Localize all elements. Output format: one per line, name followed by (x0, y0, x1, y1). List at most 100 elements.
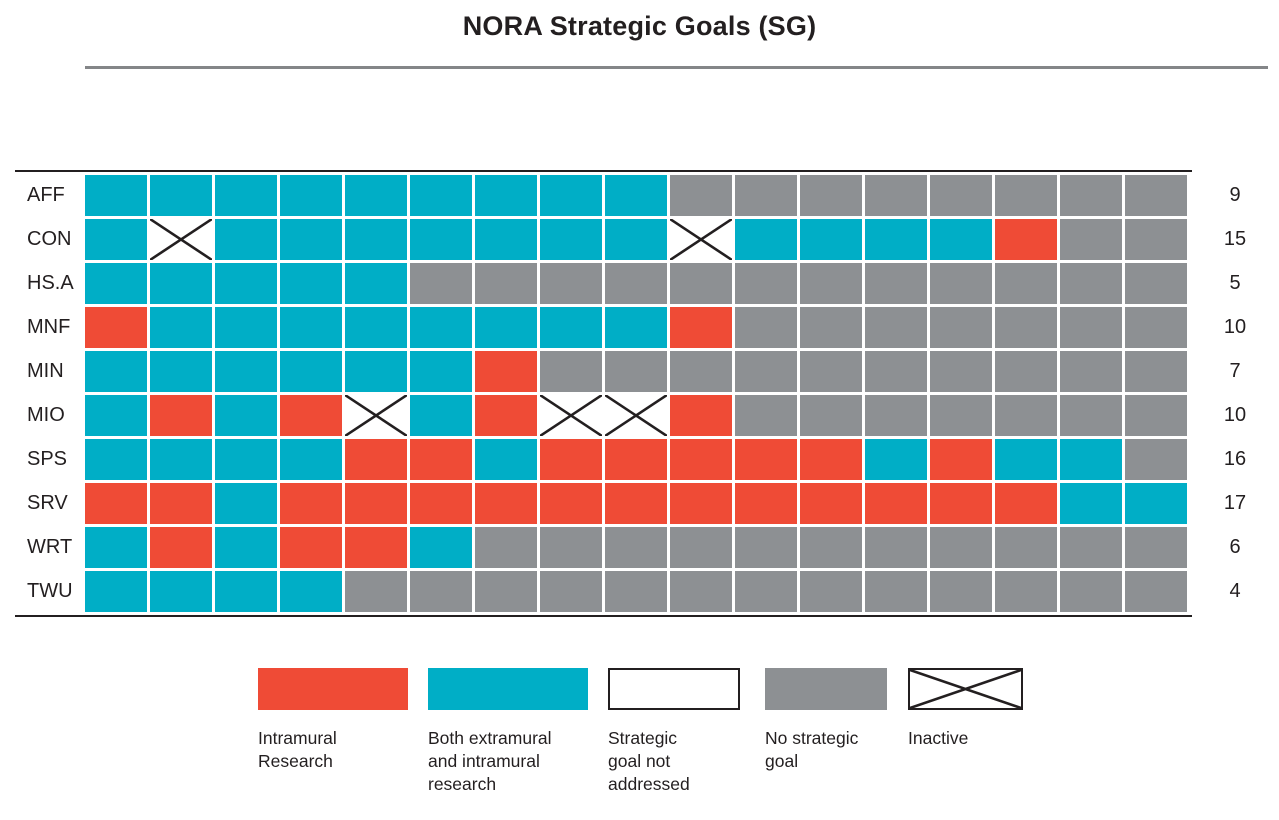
heatmap-row-mio: MIO 10 (15, 395, 1265, 436)
cell-no-goal (1125, 571, 1187, 612)
cell-both-research (215, 483, 277, 524)
cell-no-goal (475, 263, 537, 304)
inactive-x-icon (540, 395, 602, 436)
cell-no-goal (800, 307, 862, 348)
cell-both-research (215, 307, 277, 348)
cell-inactive (345, 395, 407, 436)
cell-no-goal (540, 527, 602, 568)
cell-both-research (410, 175, 472, 216)
cell-both-research (475, 219, 537, 260)
row-cells (85, 395, 1187, 436)
cell-no-goal (345, 571, 407, 612)
cell-intramural (280, 483, 342, 524)
row-cells (85, 175, 1187, 216)
heatmap-rows: AFF 9 CON 15 HS.A 5 MNF 10 MIN 7 MIO 10 SPS 16 SRV 17 WR… (15, 172, 1265, 615)
row-cells (85, 483, 1187, 524)
heatmap-row-srv: SRV 17 (15, 483, 1265, 524)
cell-no-goal (800, 263, 862, 304)
cell-intramural (670, 395, 732, 436)
cell-intramural (670, 439, 732, 480)
cell-intramural (85, 483, 147, 524)
inactive-x-icon (910, 670, 1021, 708)
cell-no-goal (930, 571, 992, 612)
heatmap-top-border (15, 170, 1192, 172)
row-label: SRV (27, 492, 68, 514)
cell-no-goal (1060, 351, 1122, 392)
cell-both-research (475, 439, 537, 480)
cell-both-research (85, 439, 147, 480)
cell-both-research (215, 395, 277, 436)
cell-no-goal (865, 527, 927, 568)
cell-no-goal (735, 527, 797, 568)
cell-no-goal (865, 263, 927, 304)
cell-intramural (345, 439, 407, 480)
cell-both-research (475, 307, 537, 348)
cell-intramural (930, 439, 992, 480)
cell-both-research (150, 175, 212, 216)
cell-no-goal (800, 527, 862, 568)
row-label: MNF (27, 316, 71, 338)
cell-both-research (85, 263, 147, 304)
legend-swatch-no-goal (765, 668, 887, 710)
cell-no-goal (410, 571, 472, 612)
row-count: 4 (1229, 580, 1241, 602)
cell-intramural (605, 483, 667, 524)
cell-both-research (85, 219, 147, 260)
row-cells (85, 527, 1187, 568)
cell-no-goal (1125, 219, 1187, 260)
cell-no-goal (995, 527, 1057, 568)
cell-no-goal (1060, 307, 1122, 348)
cell-both-research (605, 175, 667, 216)
row-label: AFF (27, 184, 65, 206)
cell-no-goal (1060, 527, 1122, 568)
cell-both-research (280, 307, 342, 348)
row-cells (85, 439, 1187, 480)
cell-both-research (150, 571, 212, 612)
cell-both-research (410, 527, 472, 568)
heatmap-row-sps: SPS 16 (15, 439, 1265, 480)
cell-no-goal (800, 571, 862, 612)
row-label: MIN (27, 360, 64, 382)
cell-no-goal (1060, 219, 1122, 260)
cell-no-goal (930, 351, 992, 392)
heatmap-row-min: MIN 7 (15, 351, 1265, 392)
cell-both-research (410, 307, 472, 348)
cell-both-research (345, 219, 407, 260)
cell-both-research (85, 527, 147, 568)
cell-no-goal (540, 571, 602, 612)
cell-no-goal (865, 395, 927, 436)
cell-no-goal (995, 571, 1057, 612)
cell-both-research (345, 351, 407, 392)
cell-both-research (605, 307, 667, 348)
cell-both-research (215, 351, 277, 392)
heatmap-row-hsa: HS.A 5 (15, 263, 1265, 304)
cell-both-research (215, 175, 277, 216)
cell-intramural (865, 483, 927, 524)
cell-both-research (345, 307, 407, 348)
heatmap-row-wrt: WRT 6 (15, 527, 1265, 568)
cell-no-goal (995, 351, 1057, 392)
cell-no-goal (800, 395, 862, 436)
cell-both-research (150, 439, 212, 480)
cell-no-goal (1125, 175, 1187, 216)
row-cells (85, 219, 1187, 260)
cell-both-research (215, 219, 277, 260)
cell-both-research (280, 439, 342, 480)
cell-intramural (150, 527, 212, 568)
cell-both-research (280, 351, 342, 392)
cell-both-research (540, 307, 602, 348)
cell-no-goal (930, 395, 992, 436)
cell-no-goal (1060, 571, 1122, 612)
cell-no-goal (995, 395, 1057, 436)
row-cells (85, 571, 1187, 612)
row-label: CON (27, 228, 72, 250)
cell-intramural (540, 483, 602, 524)
cell-intramural (280, 527, 342, 568)
cell-inactive (605, 395, 667, 436)
cell-intramural (735, 439, 797, 480)
cell-both-research (410, 219, 472, 260)
cell-no-goal (735, 175, 797, 216)
legend-item-intramural: Intramural Research (258, 668, 408, 773)
cell-both-research (800, 219, 862, 260)
cell-no-goal (1125, 395, 1187, 436)
